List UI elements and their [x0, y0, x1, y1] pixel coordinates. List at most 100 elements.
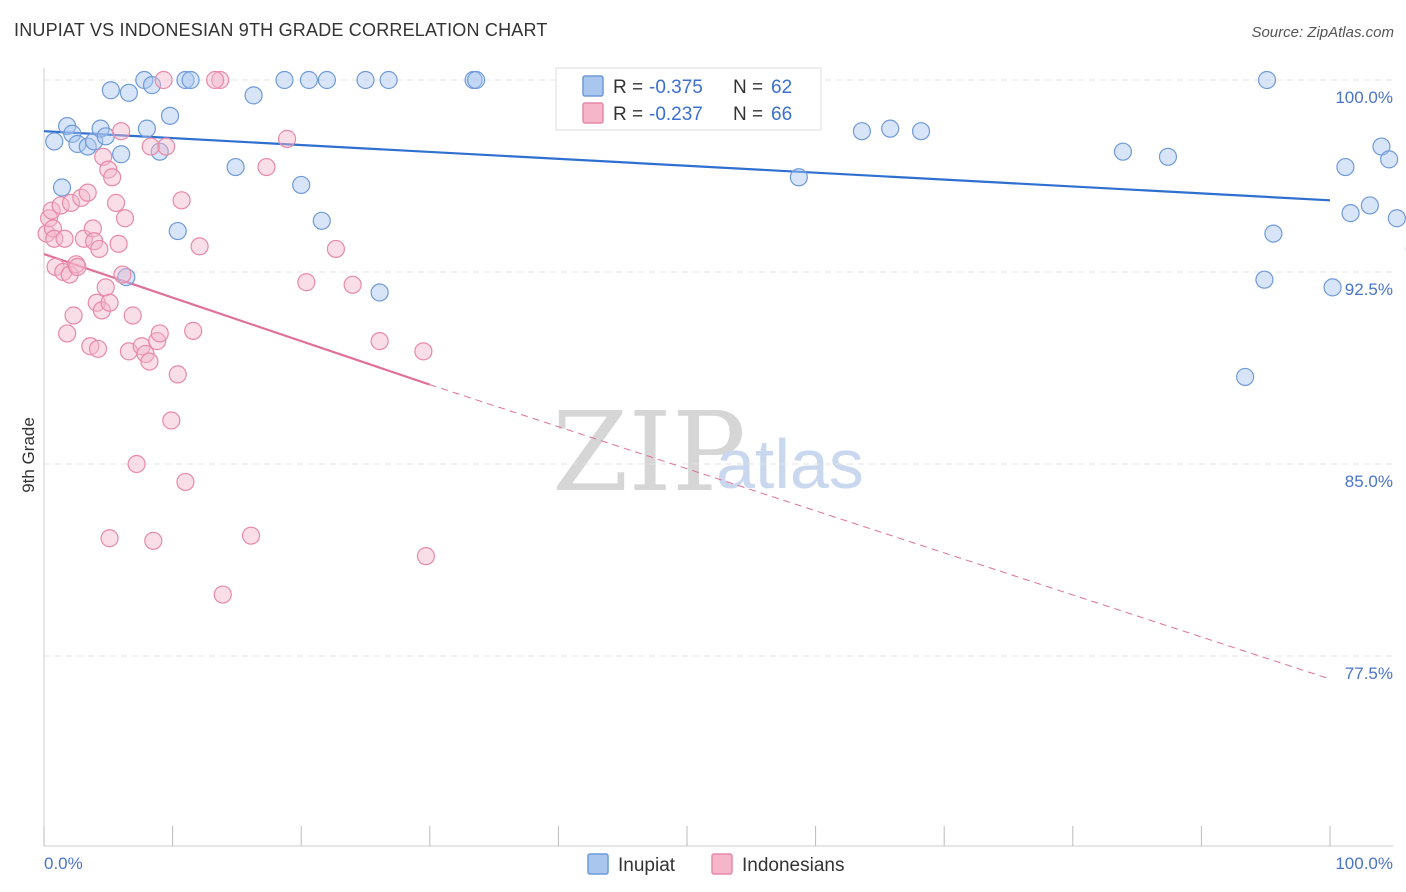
indonesian-point	[45, 229, 64, 248]
indonesian-trend-line	[43, 253, 431, 386]
inupiat-point	[96, 127, 115, 146]
points-layer	[37, 70, 1406, 604]
inupiat-point	[1113, 142, 1133, 161]
indonesian-point	[176, 472, 195, 492]
inupiat-point	[317, 70, 337, 90]
indonesian-point	[184, 321, 203, 340]
legend-n-label-indonesians: N =	[733, 104, 763, 125]
trend-layer	[43, 130, 1331, 680]
watermark-zip: ZIP	[552, 388, 746, 516]
inupiat-point	[881, 119, 900, 138]
inupiat-point	[356, 70, 375, 90]
legend-n-value-inupiat: 62	[771, 77, 792, 98]
indonesian-point	[297, 273, 316, 292]
y-tick-label: 100.0%	[1335, 88, 1393, 107]
indonesian-point	[157, 137, 176, 156]
indonesian-point	[103, 168, 122, 187]
inupiat-point	[370, 283, 389, 302]
series-legend: Inupiat Indonesians	[587, 853, 844, 876]
axis-layer: 100.0% 92.5% 85.0% 77.5%	[43, 68, 1393, 847]
legend-n-label-inupiat: N =	[733, 77, 763, 98]
legend-swatch-indonesians	[582, 102, 604, 124]
y-tick-label: 85.0%	[1345, 472, 1393, 491]
indonesian-point	[64, 306, 83, 325]
inupiat-point	[63, 124, 82, 143]
indonesian-point	[213, 585, 232, 604]
inupiat-point	[112, 145, 131, 164]
inupiat-point	[181, 70, 200, 90]
legend-n-value-indonesians: 66	[771, 104, 792, 125]
inupiat-trend-line	[43, 130, 1331, 202]
indonesian-point	[42, 201, 61, 220]
stats-legend: R = -0.375 N = 62 R = -0.237 N = 66	[555, 67, 822, 131]
inupiat-point	[1341, 204, 1360, 223]
indonesian-point	[241, 526, 261, 545]
indonesian-point	[190, 237, 209, 256]
indonesian-point	[96, 278, 115, 297]
indonesian-point	[150, 324, 169, 343]
legend-r-value-inupiat: -0.375	[649, 77, 703, 98]
indonesian-point	[141, 137, 160, 156]
x-tick-label-max: 100.0%	[1335, 854, 1393, 873]
indonesian-point	[58, 324, 77, 343]
bottom-legend-label-indonesians: Indonesians	[742, 855, 844, 876]
inupiat-point	[244, 86, 263, 105]
inupiat-point	[911, 122, 931, 141]
indonesian-point	[55, 229, 74, 248]
indonesian-point	[106, 193, 126, 212]
inupiat-point	[142, 76, 162, 95]
indonesian-point	[115, 209, 135, 228]
indonesian-point	[100, 529, 119, 548]
inupiat-point	[1264, 224, 1283, 243]
inupiat-point	[1323, 278, 1342, 297]
indonesian-point	[343, 275, 362, 294]
indonesian-point	[205, 70, 225, 90]
inupiat-point	[312, 211, 331, 230]
source-credit: Source: ZipAtlas.com	[1251, 24, 1394, 41]
indonesian-point	[68, 257, 87, 276]
chart-title: INUPIAT VS INDONESIAN 9TH GRADE CORRELAT…	[14, 20, 548, 40]
legend-swatch-inupiat	[582, 75, 604, 97]
inupiat-point	[101, 81, 120, 100]
inupiat-point	[1380, 150, 1399, 169]
indonesian-point	[74, 229, 93, 248]
inupiat-point	[275, 70, 294, 90]
inupiat-point	[52, 178, 72, 197]
indonesian-point	[60, 265, 79, 284]
inupiat-point	[466, 70, 486, 90]
indonesian-point	[414, 342, 433, 361]
indonesian-point	[277, 129, 297, 148]
indonesian-point	[140, 352, 159, 371]
indonesian-point	[127, 454, 146, 474]
indonesian-point	[113, 265, 132, 284]
inupiat-point	[119, 83, 138, 102]
indonesian-point	[154, 70, 173, 90]
indonesian-point	[88, 339, 108, 358]
indonesian-point	[109, 234, 128, 253]
legend-r-label-indonesians: R =	[613, 104, 643, 125]
indonesian-point	[112, 122, 131, 141]
indonesian-point	[162, 411, 181, 430]
indonesian-point	[78, 183, 97, 202]
indonesian-trend-line-extrapolated	[429, 384, 1331, 680]
inupiat-point	[226, 157, 245, 177]
indonesian-point	[92, 301, 111, 320]
inupiat-point	[1257, 70, 1277, 90]
inupiat-point	[1387, 209, 1406, 228]
inupiat-point	[137, 119, 156, 138]
inupiat-point	[1336, 157, 1355, 177]
indonesian-point	[100, 293, 119, 312]
x-tick-label-min: 0.0%	[44, 854, 83, 873]
inupiat-point	[299, 70, 319, 90]
inupiat-point	[176, 70, 195, 90]
indonesian-point	[168, 365, 187, 384]
inupiat-point	[292, 175, 311, 195]
indonesian-point	[123, 306, 142, 325]
indonesian-point	[90, 239, 109, 259]
y-tick-label: 77.5%	[1345, 664, 1393, 683]
indonesian-point	[144, 531, 163, 550]
indonesian-point	[172, 191, 191, 210]
y-tick-label: 92.5%	[1345, 280, 1393, 299]
bottom-legend-swatch-indonesians	[711, 853, 733, 875]
